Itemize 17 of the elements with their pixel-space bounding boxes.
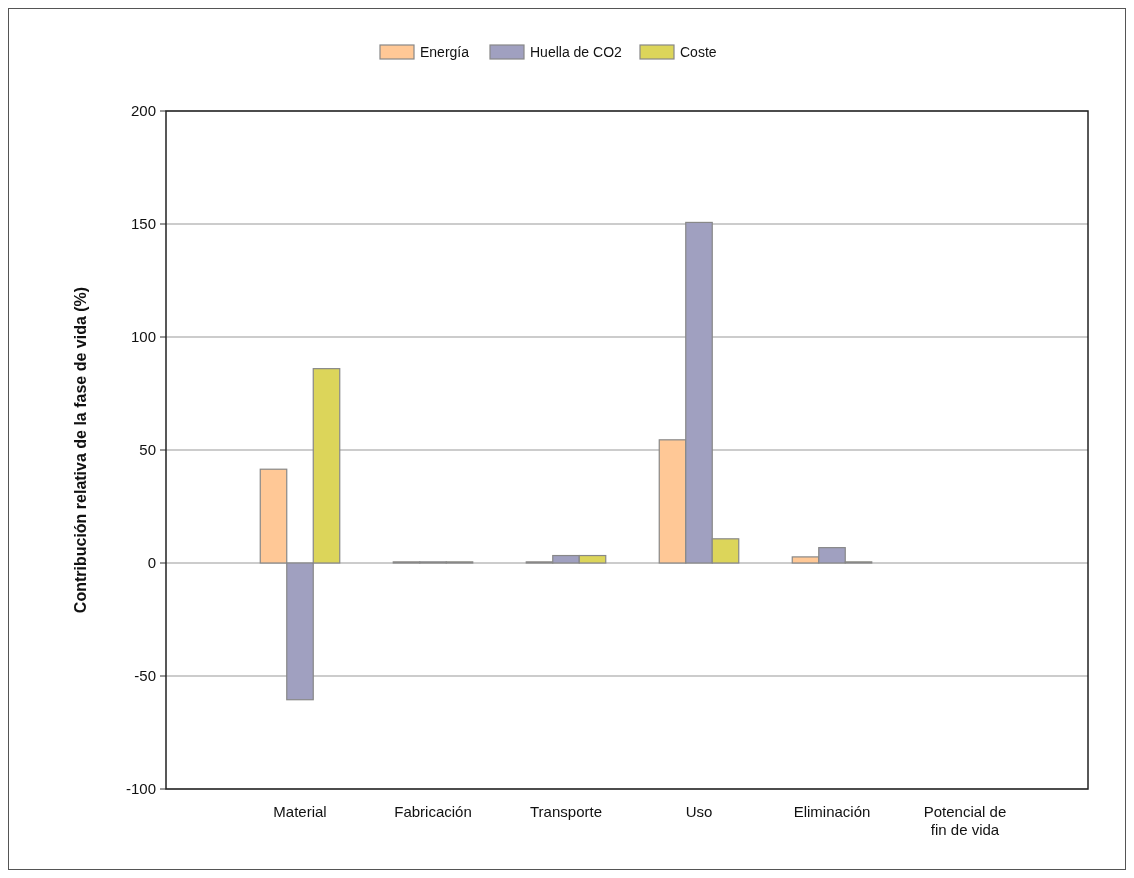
- y-tick-label: 200: [130, 102, 156, 120]
- x-tick-label: Material: [273, 803, 327, 820]
- y-tick-label: -50: [134, 667, 156, 685]
- x-tick-label: Eliminación: [793, 803, 871, 820]
- y-tick-label: 50: [139, 441, 156, 459]
- legend-label: Energía: [420, 44, 470, 60]
- y-tick-label: -100: [125, 780, 156, 798]
- y-tick-label: 150: [130, 215, 156, 233]
- x-tick-label: Fabricación: [394, 803, 472, 820]
- legend-label: Huella de CO2: [530, 44, 623, 60]
- y-axis-title: Contribución relativa de la fase de vida (%): [72, 286, 89, 614]
- legend-label: Coste: [680, 44, 717, 60]
- x-tick-label: Transporte: [530, 803, 602, 820]
- y-tick-label: 0: [147, 554, 156, 572]
- y-tick-label: 100: [130, 328, 156, 346]
- x-tick-label: Potencial de fin de vida: [923, 803, 1007, 838]
- x-tick-label: Uso: [685, 803, 713, 820]
